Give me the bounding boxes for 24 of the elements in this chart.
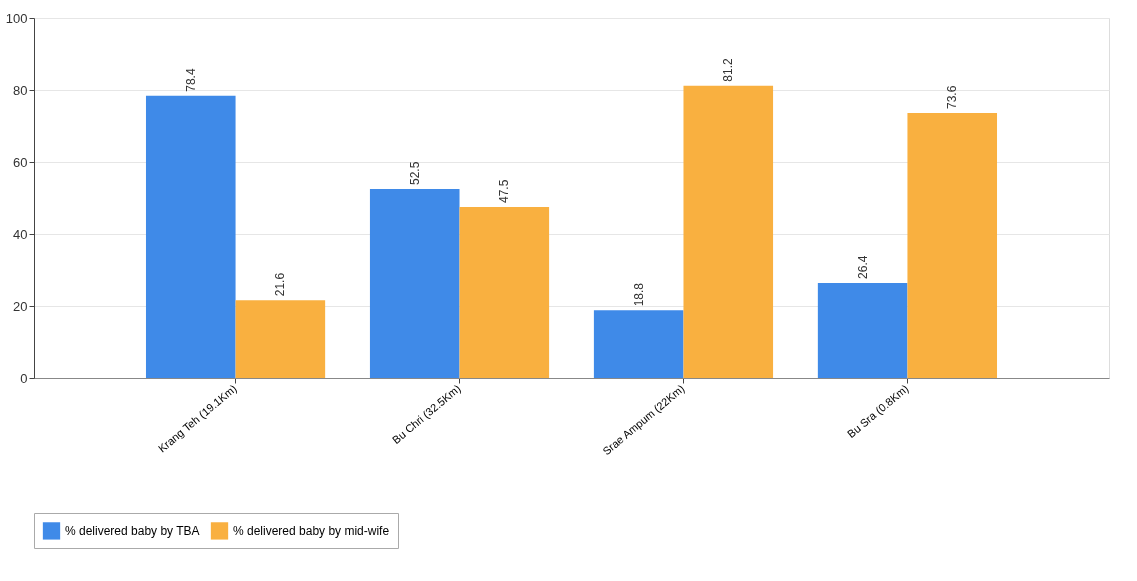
data-label: 78.4: [183, 68, 198, 92]
bar: [459, 207, 550, 378]
data-label: 47.5: [497, 179, 512, 203]
data-label: 73.6: [945, 85, 960, 110]
bar: [593, 310, 684, 378]
bar: [369, 189, 460, 378]
bar: [683, 85, 774, 378]
legend-label: % delivered baby by TBA: [65, 523, 200, 538]
bar: [235, 300, 326, 378]
bar: [145, 95, 236, 378]
y-tick-label: 40: [13, 226, 28, 242]
bar: [907, 113, 998, 378]
data-label: 18.8: [631, 282, 646, 307]
data-label: 21.6: [273, 272, 288, 297]
y-tick-label: 20: [13, 298, 28, 314]
y-tick-label: 0: [20, 370, 28, 386]
y-tick-label: 100: [5, 10, 28, 26]
data-label: 52.5: [407, 161, 422, 185]
bar: [817, 282, 908, 378]
legend-label: % delivered baby by mid-wife: [233, 523, 390, 538]
data-label: 81.2: [721, 58, 736, 82]
y-tick-label: 80: [13, 82, 28, 98]
y-tick-label: 60: [13, 154, 28, 170]
data-label: 26.4: [855, 255, 870, 279]
